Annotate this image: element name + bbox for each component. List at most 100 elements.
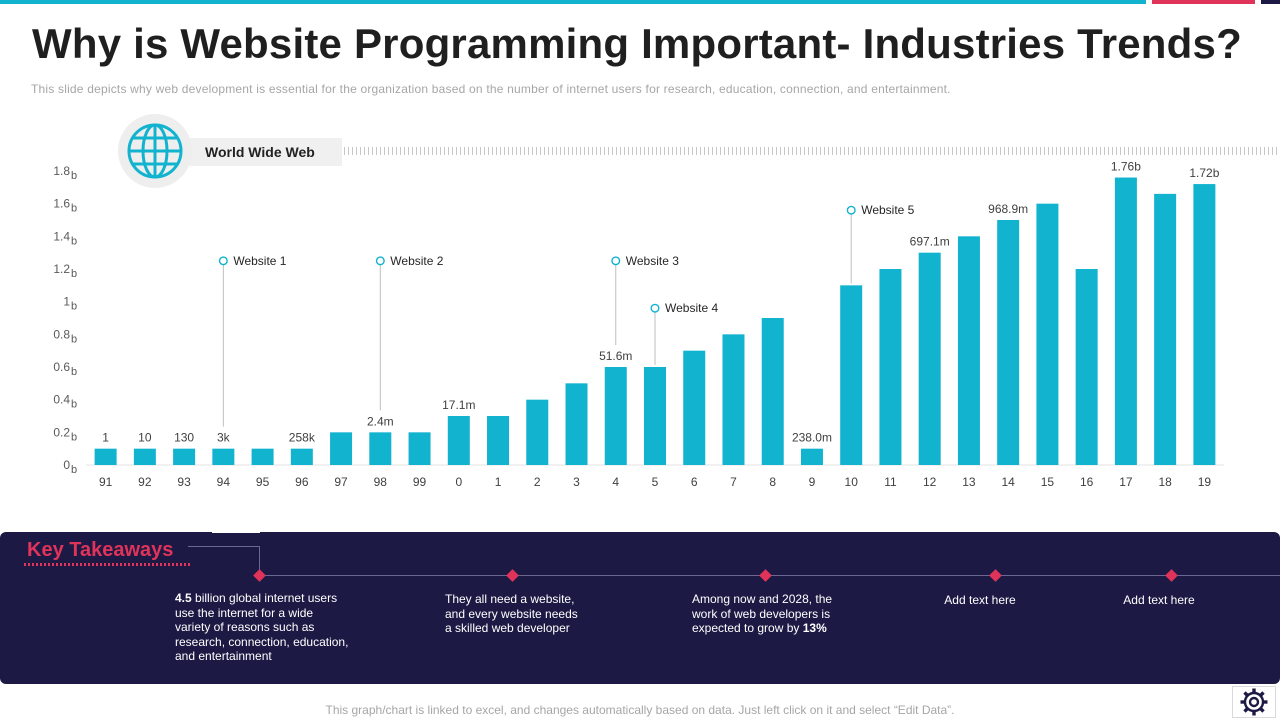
y-tick-label-9: 1.8 bbox=[53, 164, 70, 178]
bar-91 bbox=[94, 448, 117, 465]
x-tick-label-9: 9 bbox=[809, 475, 816, 489]
annotation-label-2: Website 2 bbox=[390, 254, 443, 268]
data-label-94: 3k bbox=[217, 431, 231, 445]
y-tick-label-4: 0.8 bbox=[53, 327, 70, 341]
x-tick-label-7: 7 bbox=[730, 475, 737, 489]
bar-19 bbox=[1193, 184, 1216, 466]
top-accent-bar-cyan bbox=[0, 0, 1146, 4]
data-label-9: 238.0m bbox=[792, 431, 832, 445]
data-label-0: 17.1m bbox=[442, 398, 475, 412]
takeaway-text-2: They all need a website, and every websi… bbox=[445, 592, 578, 635]
bar-12 bbox=[918, 252, 941, 465]
data-label-93: 130 bbox=[174, 431, 194, 445]
annotation-label-4: Website 4 bbox=[665, 301, 718, 315]
data-label-98: 2.4m bbox=[367, 414, 394, 428]
y-tick-unit-7: b bbox=[71, 235, 77, 247]
y-tick-unit-4: b bbox=[71, 333, 77, 345]
key-takeaways-underline bbox=[24, 563, 190, 566]
data-label-91: 1 bbox=[102, 431, 109, 445]
top-accent-bar-navy bbox=[1261, 0, 1280, 4]
x-tick-label-15: 15 bbox=[1041, 475, 1055, 489]
bar-3 bbox=[565, 383, 588, 465]
x-tick-label-16: 16 bbox=[1080, 475, 1094, 489]
bar-2 bbox=[526, 399, 549, 465]
bar-5 bbox=[644, 367, 666, 465]
y-tick-label-5: 1 bbox=[63, 295, 70, 309]
bar-94 bbox=[212, 448, 235, 465]
bar-95 bbox=[251, 448, 274, 465]
y-tick-label-1: 0.2 bbox=[53, 425, 70, 439]
takeaway-connector-vertical bbox=[259, 546, 260, 576]
x-tick-label-2: 2 bbox=[534, 475, 541, 489]
y-tick-label-2: 0.4 bbox=[53, 393, 70, 407]
bar-14 bbox=[997, 220, 1020, 465]
data-label-17: 1.76b bbox=[1111, 160, 1141, 174]
x-tick-label-11: 11 bbox=[884, 475, 897, 489]
x-tick-label-3: 3 bbox=[573, 475, 580, 489]
y-tick-label-0: 0 bbox=[63, 458, 70, 472]
x-tick-label-4: 4 bbox=[612, 475, 619, 489]
x-tick-label-96: 96 bbox=[295, 475, 309, 489]
x-tick-label-92: 92 bbox=[138, 475, 152, 489]
annotation-marker-1 bbox=[218, 256, 228, 266]
page-subtitle: This slide depicts why web development i… bbox=[31, 82, 951, 96]
x-tick-label-93: 93 bbox=[177, 475, 191, 489]
data-label-19: 1.72b bbox=[1189, 166, 1219, 180]
y-tick-unit-5: b bbox=[71, 301, 77, 313]
x-tick-label-95: 95 bbox=[256, 475, 270, 489]
bar-17 bbox=[1114, 177, 1137, 465]
x-tick-label-99: 99 bbox=[413, 475, 427, 489]
key-takeaways-title: Key Takeaways bbox=[27, 539, 174, 561]
x-tick-label-98: 98 bbox=[374, 475, 388, 489]
y-tick-label-7: 1.4 bbox=[53, 229, 70, 243]
x-tick-label-10: 10 bbox=[845, 475, 859, 489]
bar-99 bbox=[408, 432, 431, 465]
bar-9 bbox=[800, 448, 823, 465]
annotation-label-3: Website 3 bbox=[626, 254, 679, 268]
takeaway-connector-horizontal bbox=[188, 546, 260, 547]
y-tick-unit-3: b bbox=[71, 366, 77, 378]
x-tick-label-14: 14 bbox=[1001, 475, 1015, 489]
bar-chart: 0 b0.2 b0.4 b0.6 b0.8 b1 b1.2 b1.4 b1.6 b1.8 b Web… bbox=[53, 160, 1224, 489]
x-tick-label-94: 94 bbox=[217, 475, 231, 489]
y-tick-unit-2: b bbox=[71, 399, 77, 411]
annotation-label-1: Website 1 bbox=[233, 254, 286, 268]
x-tick-label-18: 18 bbox=[1158, 475, 1172, 489]
annotation-marker-5 bbox=[846, 205, 856, 215]
bar-8 bbox=[761, 318, 784, 465]
y-tick-label-8: 1.6 bbox=[53, 197, 70, 211]
x-tick-label-1: 1 bbox=[495, 475, 502, 489]
takeaway-text-4: Add text here bbox=[944, 593, 1016, 607]
bar-13 bbox=[957, 236, 980, 465]
y-tick-unit-8: b bbox=[71, 203, 77, 215]
legend-label: World Wide Web bbox=[205, 144, 315, 160]
data-label-12: 697.1m bbox=[910, 235, 950, 249]
y-tick-unit-0: b bbox=[71, 464, 77, 476]
top-accent-bar-pink bbox=[1152, 0, 1255, 4]
y-tick-label-6: 1.2 bbox=[53, 262, 70, 276]
bar-0 bbox=[447, 416, 470, 465]
bar-96 bbox=[290, 448, 313, 465]
data-label-4: 51.6m bbox=[599, 349, 632, 363]
data-label-92: 10 bbox=[138, 431, 152, 445]
y-tick-unit-6: b bbox=[71, 268, 77, 280]
x-tick-label-17: 17 bbox=[1119, 475, 1133, 489]
page-title: Why is Website Programming Important- In… bbox=[32, 20, 1242, 67]
bar-10 bbox=[840, 285, 863, 465]
x-tick-label-19: 19 bbox=[1198, 475, 1212, 489]
bar-11 bbox=[879, 269, 902, 465]
y-tick-unit-9: b bbox=[71, 170, 77, 182]
legend-label-background bbox=[180, 138, 342, 166]
bar-4 bbox=[604, 367, 627, 465]
gear-icon[interactable] bbox=[1238, 686, 1270, 718]
takeaway-text-1: 4.5 billion global internet users use th… bbox=[175, 591, 349, 663]
bar-6 bbox=[683, 350, 706, 465]
bar-15 bbox=[1036, 203, 1059, 465]
y-tick-label-3: 0.6 bbox=[53, 360, 70, 374]
x-tick-label-8: 8 bbox=[769, 475, 776, 489]
annotation-marker-2 bbox=[375, 256, 385, 266]
x-tick-label-97: 97 bbox=[334, 475, 348, 489]
x-tick-label-6: 6 bbox=[691, 475, 698, 489]
key-takeaways-panel bbox=[0, 532, 1280, 684]
bar-18 bbox=[1154, 193, 1177, 465]
